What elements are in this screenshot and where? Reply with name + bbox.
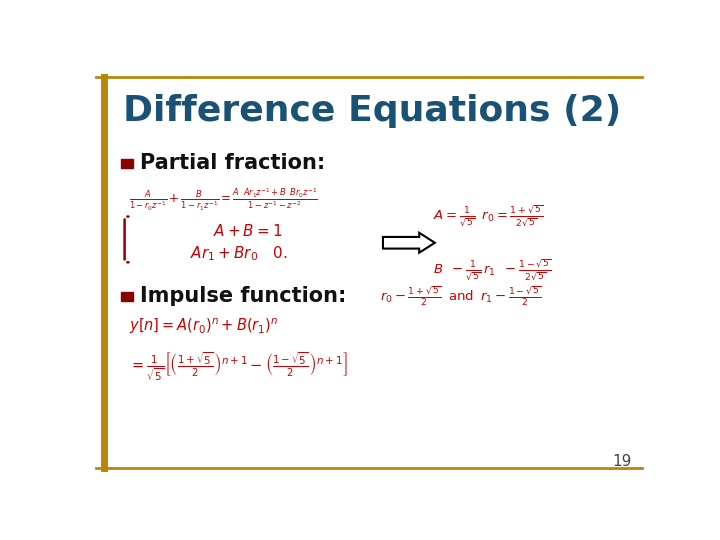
Text: $=\frac{1}{\sqrt{5}}\left[\left(\frac{1+\sqrt{5}}{2}\right)^{n+1}-\left(\frac{1-: $=\frac{1}{\sqrt{5}}\left[\left(\frac{1+… [129, 350, 348, 382]
FancyArrow shape [383, 233, 435, 253]
Text: $B\;\;-\frac{1}{\sqrt{5}}\,r_1\;\;-\frac{1-\sqrt{5}}{2\sqrt{5}}$: $B\;\;-\frac{1}{\sqrt{5}}\,r_1\;\;-\frac… [433, 257, 552, 282]
Text: Difference Equations (2): Difference Equations (2) [124, 94, 622, 128]
Bar [121, 292, 133, 301]
Text: $Ar_1+Br_0 \quad 0.$: $Ar_1+Br_0 \quad 0.$ [190, 245, 288, 264]
Text: $A=\frac{1}{\sqrt{5}}\;\;r_0=\frac{1+\sqrt{5}}{2\sqrt{5}}$: $A=\frac{1}{\sqrt{5}}\;\;r_0=\frac{1+\sq… [433, 203, 544, 228]
Text: Impulse function:: Impulse function: [140, 286, 346, 306]
Text: 19: 19 [612, 454, 631, 469]
Text: Partial fraction:: Partial fraction: [140, 153, 325, 173]
Bar [121, 159, 133, 168]
Text: $\frac{A}{1-r_0z^{-1}}+\frac{B}{1-r_1z^{-1}}=\frac{A \;\; Ar_1z^{-1}+B \;\; Br_0: $\frac{A}{1-r_0z^{-1}}+\frac{B}{1-r_1z^{… [129, 187, 318, 213]
Text: $y[n]=A(r_0)^n+B(r_1)^n$: $y[n]=A(r_0)^n+B(r_1)^n$ [129, 316, 279, 336]
Text: $A+B=1$: $A+B=1$ [213, 223, 282, 239]
Text: $r_0-\frac{1+\sqrt{5}}{2}\;\;\mathrm{and}\;\;r_1-\frac{1-\sqrt{5}}{2}$: $r_0-\frac{1+\sqrt{5}}{2}\;\;\mathrm{and… [380, 285, 542, 308]
